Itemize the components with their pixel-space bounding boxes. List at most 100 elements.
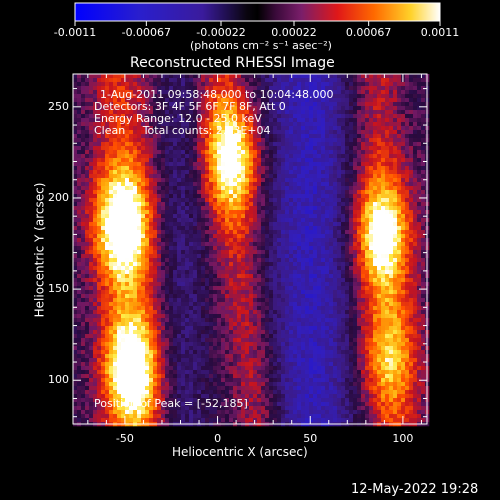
heatmap-cell [237, 214, 242, 219]
heatmap-cell [257, 134, 262, 139]
heatmap-cell [153, 138, 158, 143]
heatmap-cell [249, 162, 254, 167]
heatmap-cell [301, 226, 306, 231]
heatmap-cell [357, 162, 362, 167]
heatmap-cell [373, 138, 378, 143]
heatmap-cell [381, 82, 386, 87]
heatmap-cell [117, 114, 122, 119]
heatmap-cell [93, 214, 98, 219]
heatmap-cell [85, 82, 90, 87]
heatmap-cell [401, 198, 406, 203]
heatmap-cell [361, 194, 366, 199]
heatmap-cell [377, 262, 382, 267]
heatmap-cell [345, 110, 350, 115]
heatmap-cell [253, 202, 258, 207]
heatmap-cell [141, 94, 146, 99]
heatmap-cell [361, 102, 366, 107]
heatmap-cell [125, 86, 130, 91]
heatmap-cell [165, 86, 170, 91]
heatmap-cell [309, 286, 314, 291]
heatmap-cell [193, 138, 198, 143]
heatmap-cell [165, 238, 170, 243]
heatmap-cell [129, 206, 134, 211]
heatmap-cell [153, 174, 158, 179]
heatmap-cell [341, 90, 346, 95]
heatmap-cell [329, 174, 334, 179]
heatmap-cell [273, 190, 278, 195]
heatmap-cell [125, 106, 130, 111]
heatmap-cell [345, 278, 350, 283]
heatmap-cell [389, 274, 394, 279]
heatmap-cell [117, 194, 122, 199]
heatmap-cell [333, 102, 338, 107]
heatmap-cell [377, 242, 382, 247]
heatmap-cell [333, 294, 338, 299]
heatmap-cell [153, 86, 158, 91]
heatmap-cell [117, 138, 122, 143]
heatmap-cell [157, 206, 162, 211]
heatmap-cell [221, 106, 226, 111]
heatmap-cell [277, 274, 282, 279]
heatmap-cell [421, 262, 426, 267]
heatmap-cell [397, 206, 402, 211]
heatmap-cell [133, 234, 138, 239]
heatmap-cell [273, 114, 278, 119]
heatmap-cell [393, 142, 398, 147]
heatmap-cell [405, 210, 410, 215]
heatmap-cell [389, 206, 394, 211]
heatmap-cell [273, 174, 278, 179]
heatmap-cell [317, 278, 322, 283]
heatmap-cell [297, 154, 302, 159]
heatmap-cell [73, 206, 78, 211]
heatmap-cell [349, 158, 354, 163]
heatmap-cell [125, 266, 130, 271]
heatmap-cell [113, 146, 118, 151]
heatmap-cell [241, 266, 246, 271]
heatmap-cell [93, 114, 98, 119]
heatmap-cell [157, 90, 162, 95]
heatmap-cell [153, 214, 158, 219]
heatmap-cell [365, 198, 370, 203]
heatmap-cell [405, 190, 410, 195]
heatmap-cell [161, 98, 166, 103]
heatmap-cell [77, 118, 82, 123]
heatmap-cell [197, 206, 202, 211]
heatmap-cell [125, 134, 130, 139]
heatmap-cell [365, 166, 370, 171]
heatmap-cell [253, 210, 258, 215]
heatmap-cell [409, 242, 414, 247]
heatmap-cell [285, 82, 290, 87]
heatmap-cell [385, 254, 390, 259]
heatmap-cell [365, 102, 370, 107]
heatmap-cell [313, 74, 318, 79]
heatmap-cell [353, 106, 358, 111]
heatmap-cell [413, 190, 418, 195]
heatmap-cell [297, 194, 302, 199]
heatmap-cell [189, 122, 194, 127]
heatmap-cell [289, 214, 294, 219]
heatmap-cell [337, 114, 342, 119]
heatmap-cell [329, 270, 334, 275]
heatmap-cell [245, 154, 250, 159]
heatmap-cell [205, 286, 210, 291]
heatmap-cell [105, 226, 110, 231]
heatmap-cell [161, 130, 166, 135]
heatmap-cell [409, 226, 414, 231]
heatmap-cell [81, 110, 86, 115]
heatmap-cell [153, 230, 158, 235]
heatmap-cell [377, 202, 382, 207]
heatmap-cell [365, 190, 370, 195]
heatmap-cell [77, 150, 82, 155]
heatmap-cell [205, 206, 210, 211]
heatmap-cell [193, 182, 198, 187]
heatmap-cell [285, 130, 290, 135]
heatmap-cell [197, 182, 202, 187]
heatmap-cell [369, 230, 374, 235]
heatmap-cell [193, 218, 198, 223]
heatmap-cell [241, 78, 246, 83]
heatmap-cell [133, 90, 138, 95]
heatmap-cell [193, 118, 198, 123]
heatmap-cell [173, 138, 178, 143]
heatmap-cell [397, 242, 402, 247]
heatmap-cell [141, 186, 146, 191]
